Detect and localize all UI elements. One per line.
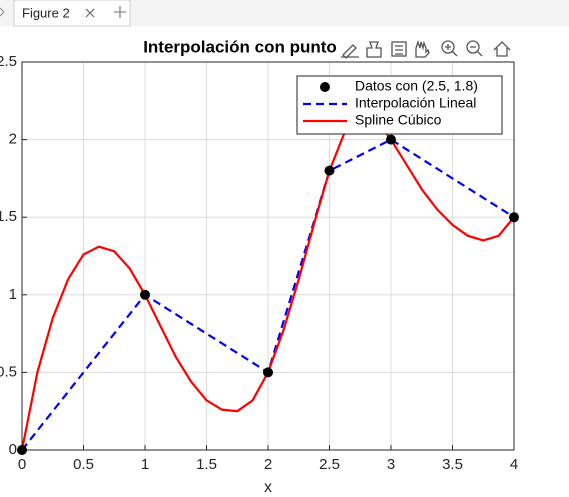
tab[interactable]: [13, 0, 131, 27]
x-axis-label: x: [264, 479, 272, 496]
legend-label: Interpolación Lineal: [355, 95, 476, 111]
legend-label: Spline Cúbico: [355, 112, 442, 128]
data-point: [386, 134, 396, 145]
x-tick-label: 2: [264, 456, 272, 473]
y-tick-label: 2.5: [0, 53, 17, 70]
close-icon[interactable]: [85, 8, 95, 18]
x-tick-label: 4: [510, 456, 518, 473]
legend-label: Datos con (2.5, 1.8): [355, 78, 478, 94]
x-tick-label: 1.5: [196, 456, 217, 473]
add-tab-icon[interactable]: [114, 6, 126, 18]
x-tick-label: 2.5: [319, 456, 340, 473]
y-tick-label: 1.5: [0, 208, 17, 225]
x-tick-label: 0: [18, 456, 26, 473]
data-point: [509, 212, 519, 223]
data-point: [263, 367, 273, 378]
legend-swatch: [320, 82, 330, 92]
series-line: [22, 138, 514, 450]
data-point: [140, 289, 150, 300]
data-point: [17, 445, 27, 455]
axes-toolbar[interactable]: [341, 39, 511, 59]
y-tick-label: 0.5: [0, 363, 17, 380]
tab-label: Figure 2: [22, 5, 70, 20]
y-tick-label: 0: [9, 441, 17, 458]
x-tick-label: 1: [141, 456, 149, 473]
chart-title: Interpolación con punto: [143, 37, 337, 56]
y-tick-label: 2: [9, 131, 17, 148]
y-tick-label: 1: [9, 286, 17, 303]
scroll-icon: [0, 7, 5, 17]
x-tick-label: 0.5: [73, 456, 94, 473]
data-point: [324, 165, 335, 176]
x-tick-label: 3.5: [442, 456, 463, 473]
x-tick-label: 3: [387, 456, 395, 473]
